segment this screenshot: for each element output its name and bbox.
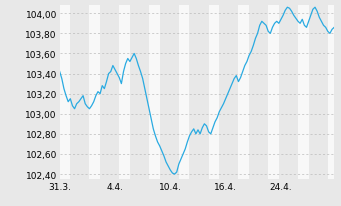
Bar bbox=[149, 6, 160, 179]
Bar bbox=[179, 6, 190, 179]
Bar bbox=[164, 6, 175, 179]
Bar bbox=[209, 6, 219, 179]
Bar bbox=[253, 6, 264, 179]
Bar bbox=[328, 6, 338, 179]
Bar bbox=[60, 6, 70, 179]
Bar bbox=[119, 6, 130, 179]
Bar bbox=[268, 6, 279, 179]
Bar bbox=[104, 6, 115, 179]
Bar bbox=[224, 6, 234, 179]
Bar bbox=[75, 6, 85, 179]
Bar bbox=[89, 6, 100, 179]
Bar bbox=[283, 6, 294, 179]
Bar bbox=[194, 6, 204, 179]
Bar bbox=[238, 6, 249, 179]
Bar bbox=[134, 6, 145, 179]
Bar bbox=[313, 6, 324, 179]
Bar bbox=[298, 6, 309, 179]
